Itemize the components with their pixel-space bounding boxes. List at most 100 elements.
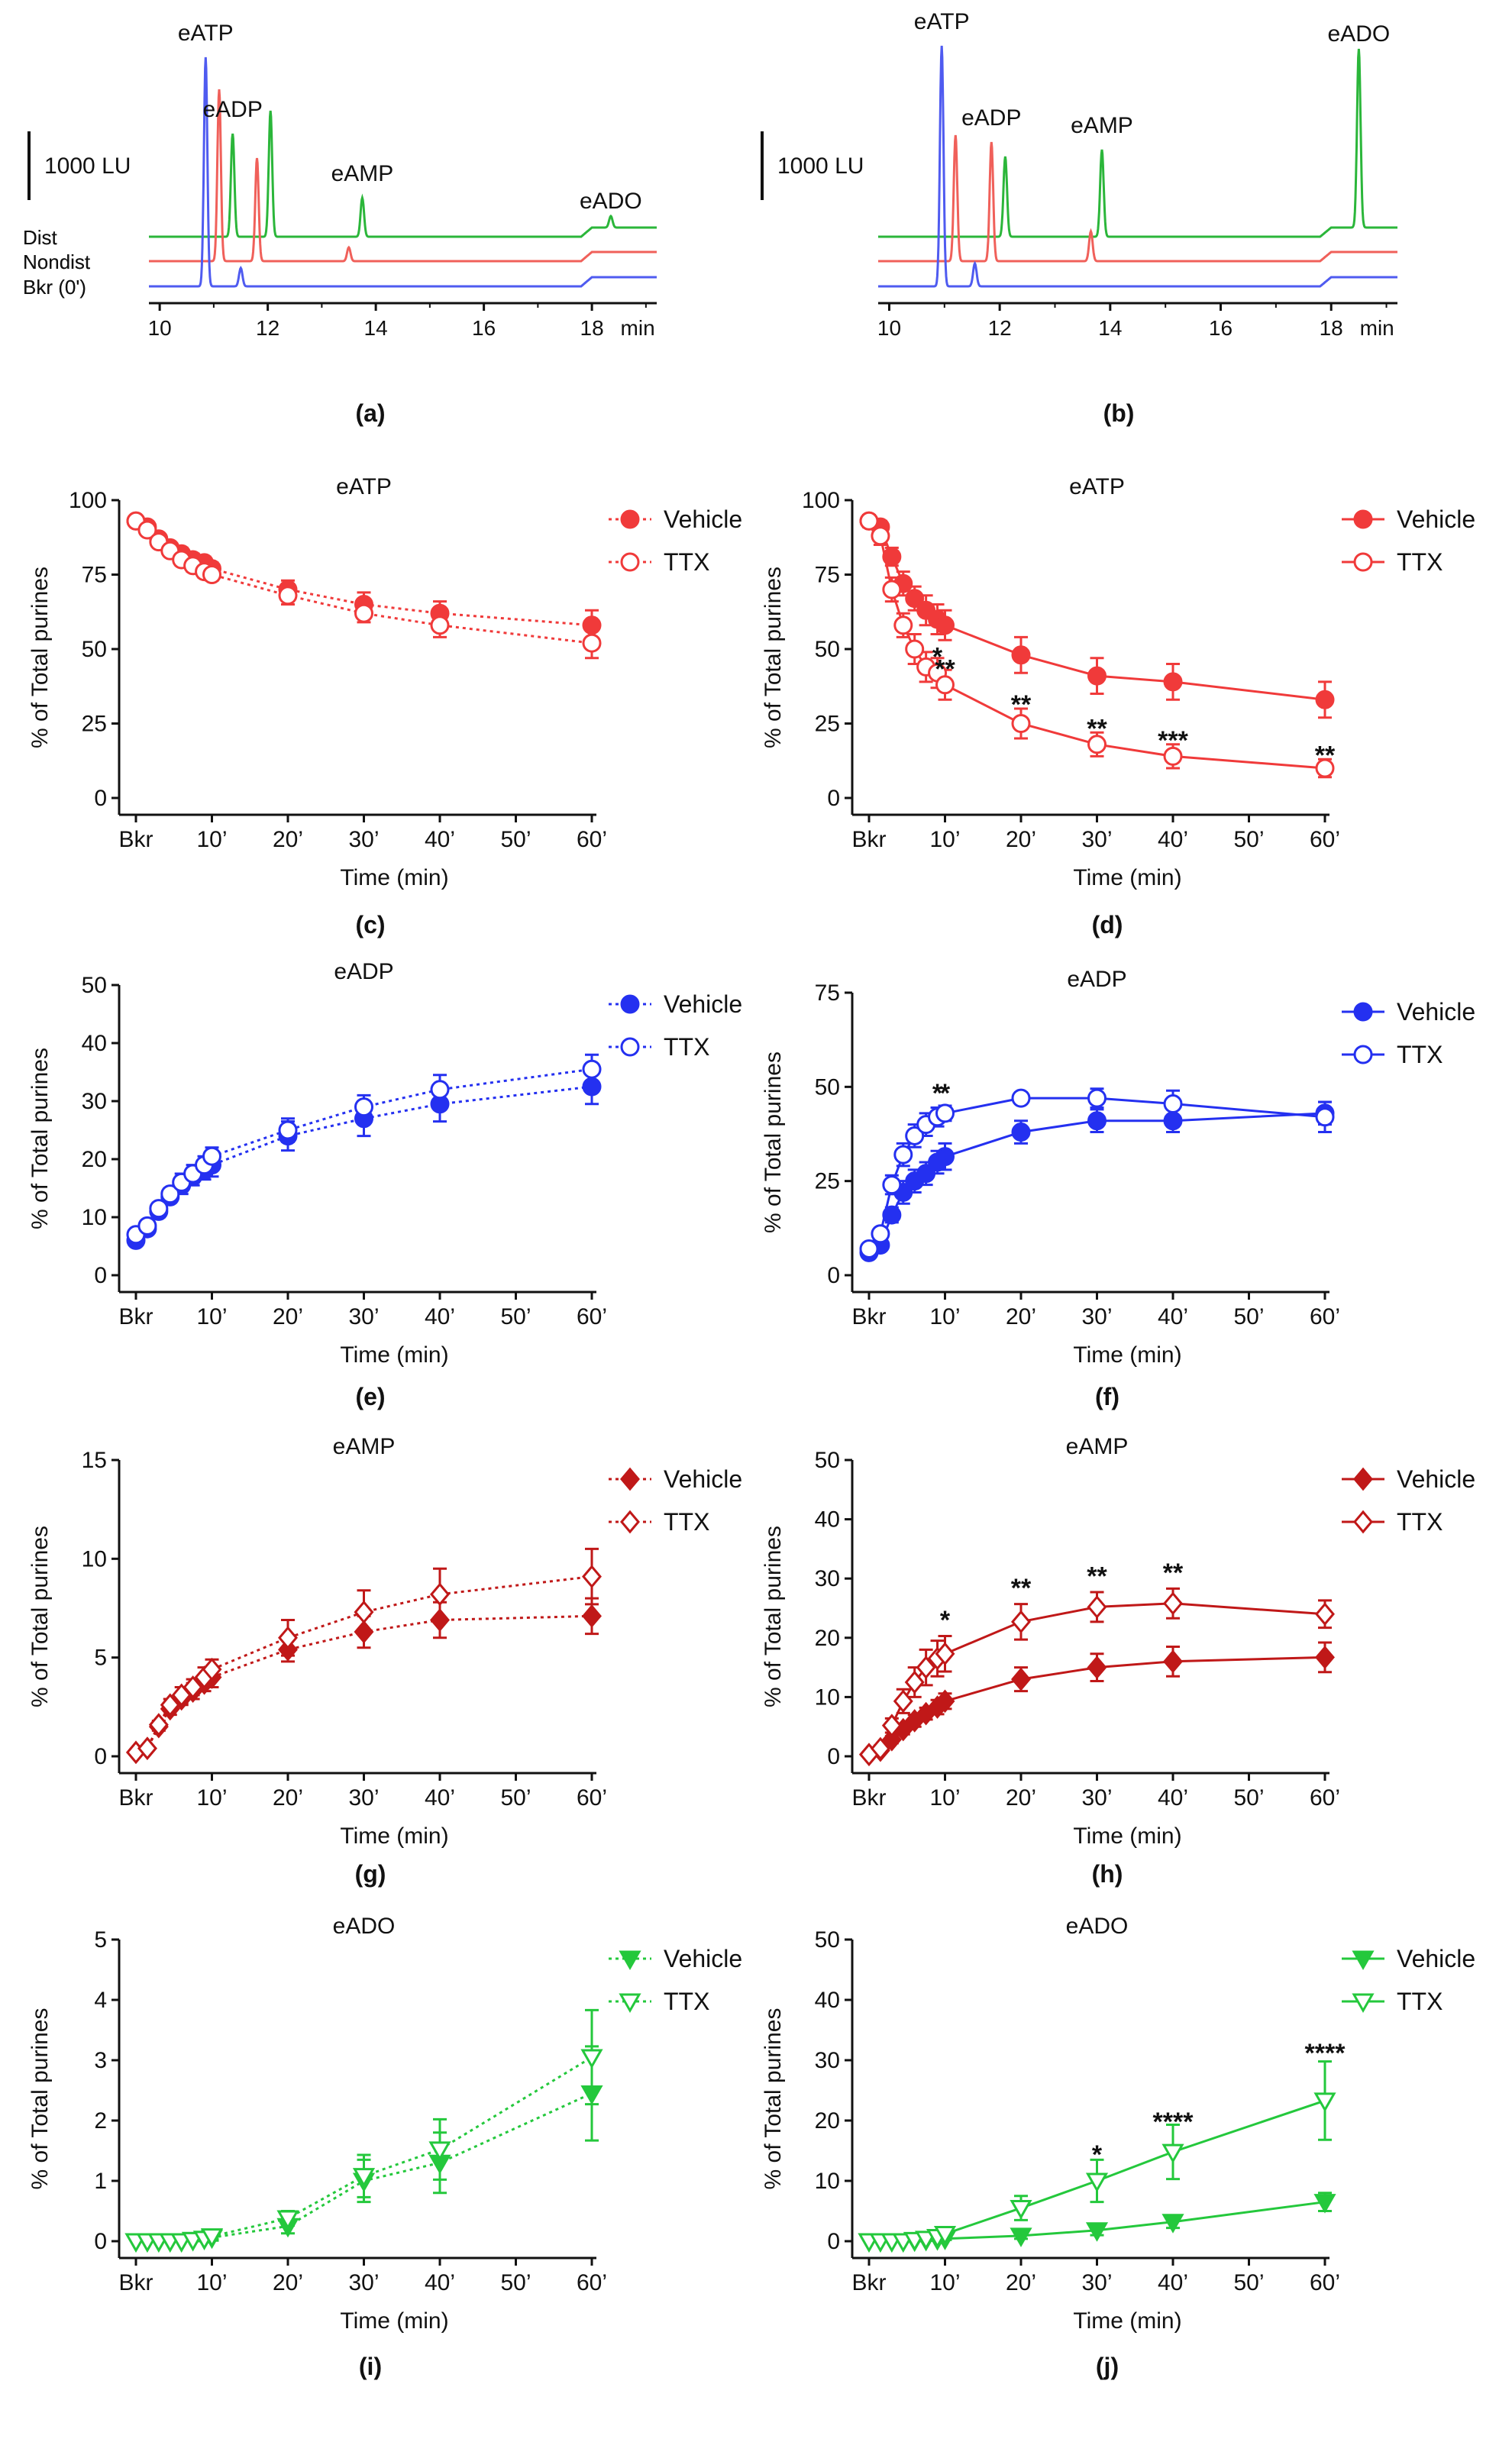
data-point — [935, 1147, 955, 1167]
x-tick-label: 50’ — [500, 1785, 531, 1811]
data-point — [1353, 1467, 1373, 1491]
series-line — [868, 1112, 1326, 1254]
chart-title: eATP — [336, 474, 392, 499]
peak-label-eatp: eATP — [914, 9, 970, 34]
x-tick-label: 40’ — [1158, 1304, 1188, 1329]
x-tick-label: 60’ — [577, 1304, 607, 1329]
chart-j: 0 10 20 30 40 50 Bkr 10’ 20’ 30’ 40’ 50’ 60’ eADO Time… — [761, 1914, 1475, 2380]
y-tick-label: 100 — [802, 488, 840, 513]
y-tick-label: 5 — [94, 1646, 107, 1671]
y-tick-label: 20 — [815, 2108, 840, 2134]
trace-label: Nondist — [23, 250, 91, 273]
y-tick-label: 30 — [82, 1089, 107, 1114]
data-point — [1353, 1045, 1373, 1064]
data-point — [149, 1199, 169, 1219]
y-tick-label: 25 — [815, 1169, 840, 1194]
y-tick-label: 15 — [82, 1448, 107, 1473]
data-point — [1161, 2143, 1184, 2164]
data-point — [1011, 1667, 1031, 1691]
x-tick-label: 30’ — [1081, 827, 1112, 852]
data-point — [620, 552, 640, 572]
data-point — [620, 509, 640, 529]
x-tick-label: 16 — [472, 316, 496, 340]
series-line — [135, 520, 593, 644]
trace-dist — [878, 48, 1397, 238]
chart-i: 0 1 2 3 4 5 Bkr 10’ 20’ 30’ 40’ 50’ 60’ eADO Time (min… — [27, 1914, 742, 2380]
y-tick-label: 0 — [827, 1744, 840, 1769]
data-point — [1352, 1950, 1375, 1971]
y-tick-label: 75 — [815, 563, 840, 588]
data-point — [905, 589, 925, 609]
x-tick-label: 60’ — [1310, 1785, 1340, 1811]
data-point — [935, 1642, 955, 1666]
data-point — [882, 547, 902, 567]
trace-label: Nondist — [23, 250, 91, 273]
data-point — [202, 565, 221, 584]
y-axis-label: % of Total purines — [761, 2008, 786, 2190]
data-point — [1163, 672, 1183, 692]
significance-marker: **** — [1305, 2039, 1346, 2068]
data-point — [1163, 1094, 1183, 1114]
y-tick-label: 0 — [94, 786, 107, 811]
data-point — [1315, 1107, 1335, 1127]
x-axis-label: Time (min) — [1073, 865, 1181, 890]
y-tick-label: 0 — [94, 1263, 107, 1288]
chart-title: eAMP — [1066, 1434, 1129, 1459]
y-tick-label: 10 — [82, 1205, 107, 1230]
chart-e: 0 10 20 30 40 50 Bkr 10’ 20’ 30’ 40’ 50’ 60’ eADP Time… — [27, 959, 742, 1410]
x-tick-label: 60’ — [1310, 2270, 1340, 2295]
legend-label: TTX — [664, 548, 709, 576]
trace-label: Bkr (0') — [23, 276, 86, 299]
y-tick-label: 0 — [94, 1744, 107, 1769]
data-point — [1315, 1602, 1335, 1626]
y-tick-label: 3 — [94, 2048, 107, 2073]
x-axis-label: Time (min) — [340, 1823, 448, 1849]
data-point — [430, 615, 450, 635]
data-point — [582, 1059, 602, 1079]
data-point — [905, 1126, 925, 1145]
data-point — [893, 615, 913, 635]
x-tick-label: 40’ — [425, 1785, 455, 1811]
x-tick-label: 30’ — [348, 827, 379, 852]
significance-marker: ** — [1087, 714, 1107, 743]
x-tick-label: 40’ — [425, 2270, 455, 2295]
x-tick-label: 30’ — [348, 2270, 379, 2295]
significance-marker: ** — [1163, 1559, 1184, 1588]
panel-caption: (b) — [1103, 399, 1135, 427]
data-point — [619, 1950, 641, 1971]
data-point — [278, 1120, 298, 1140]
trace-bkr — [878, 45, 1397, 288]
data-point — [620, 1467, 640, 1491]
x-tick-label: Bkr — [119, 827, 153, 852]
data-point — [620, 994, 640, 1014]
x-tick-label: 50’ — [1233, 1785, 1264, 1811]
y-axis-label: % of Total purines — [27, 567, 53, 748]
x-tick-label: Bkr — [852, 1785, 887, 1811]
panel-caption: (j) — [1096, 2353, 1119, 2380]
peak-label-eado: eADO — [1328, 21, 1391, 47]
data-point — [1353, 509, 1373, 529]
peak-label-eamp: eAMP — [331, 161, 394, 186]
data-point — [935, 675, 955, 695]
data-point — [1353, 1002, 1373, 1022]
data-point — [620, 1037, 640, 1057]
x-tick-label: 10 — [148, 316, 172, 340]
x-axis-label: Time (min) — [340, 2308, 448, 2334]
chart-title: eADO — [333, 1914, 396, 1939]
data-point — [1085, 2172, 1109, 2193]
y-tick-label: 40 — [815, 1988, 840, 2013]
data-point — [871, 1224, 890, 1244]
x-tick-label: 60’ — [577, 827, 607, 852]
series-ttx — [859, 511, 1335, 779]
y-tick-label: 50 — [82, 973, 107, 998]
data-point — [1011, 1088, 1031, 1108]
data-point — [200, 2228, 224, 2248]
y-tick-label: 50 — [82, 637, 107, 662]
data-point — [428, 2141, 451, 2161]
significance-marker: *** — [1158, 726, 1188, 755]
series-line — [135, 1614, 593, 1754]
series-line — [136, 2056, 593, 2243]
y-tick-label: 25 — [815, 712, 840, 737]
data-point — [1085, 2222, 1109, 2242]
x-tick-label: Bkr — [119, 1304, 153, 1329]
